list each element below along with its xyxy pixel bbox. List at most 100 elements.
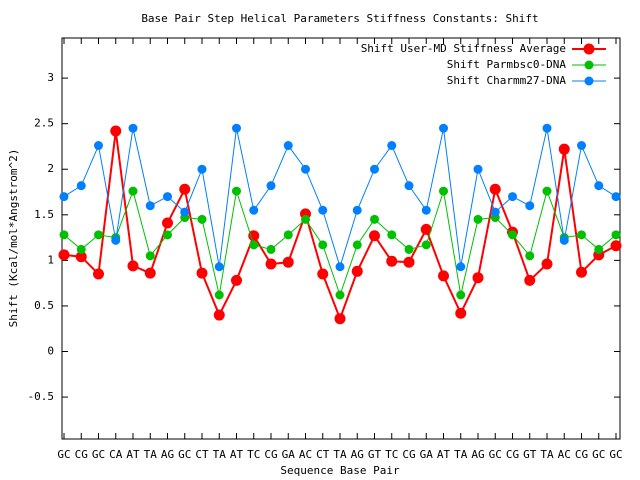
data-point [610,240,622,252]
x-tick-label: AT [126,448,140,461]
data-point [248,230,260,242]
data-point [144,267,156,279]
data-point [94,141,103,151]
data-point [76,181,86,191]
y-tick-label: -0.5 [28,390,55,403]
data-point [145,201,155,211]
data-point [489,183,501,195]
data-point [249,205,259,215]
data-point [404,244,414,254]
data-point [232,123,241,133]
x-tick-label: AC [299,448,312,461]
x-tick-label: GT [523,448,537,461]
y-tick-label: 1 [47,253,54,266]
x-tick-label: CG [75,448,88,461]
x-tick-label: CG [264,448,277,461]
data-point [351,265,363,277]
data-point [162,217,173,229]
x-tick-label: TC [247,448,260,461]
x-tick-label: AG [471,448,484,461]
data-point [577,141,586,151]
data-point [387,141,397,151]
data-point [196,267,208,279]
data-point [472,272,484,284]
x-tick-label: GC [92,448,105,461]
chart-title: Base Pair Step Helical Parameters Stiffn… [141,12,538,25]
data-point [403,256,415,268]
data-point [594,244,604,254]
data-point [352,240,362,250]
legend-marker [584,60,594,70]
data-point [128,123,138,133]
data-point [163,230,172,240]
data-point [369,230,380,242]
data-point [420,223,432,235]
data-point [249,240,259,250]
data-point [352,205,362,215]
data-point [525,201,535,211]
data-point [577,230,586,240]
x-tick-label: AG [351,448,364,461]
data-point [76,244,86,254]
data-point [455,307,467,319]
data-point [111,235,121,245]
data-point [163,192,172,202]
data-point [542,123,552,133]
y-tick-label: 0.5 [34,299,54,312]
data-point [404,181,414,191]
data-point [214,262,224,272]
data-point [387,230,397,240]
x-tick-label: AC [558,448,571,461]
x-tick-label: CG [575,448,588,461]
x-tick-label: GA [282,448,296,461]
data-point [180,207,190,217]
data-point [127,260,139,272]
data-point [611,230,621,240]
y-tick-label: 3 [47,71,54,84]
data-point [197,214,207,224]
data-point [558,143,570,155]
data-point [94,230,103,240]
data-point [335,290,345,300]
data-point [490,207,500,217]
data-point [283,230,293,240]
x-tick-label: GC [592,448,605,461]
x-tick-label: GC [489,448,502,461]
data-point [265,258,277,270]
data-point [282,256,294,268]
series-line [63,128,617,269]
data-point [456,262,466,272]
x-axis-label: Sequence Base Pair [280,464,400,477]
data-point [439,186,448,196]
x-tick-label: CT [316,448,330,461]
data-point [213,309,225,321]
data-point [283,141,293,151]
data-point [318,205,328,215]
data-point [318,240,328,250]
x-tick-label: CT [195,448,209,461]
data-point [508,230,517,240]
data-point [542,186,552,196]
y-axis-label: Shift (Kcal/mol*Angstrom^2) [7,149,20,328]
x-tick-label: TC [385,448,398,461]
data-point [231,274,242,286]
data-point [541,258,553,270]
x-tick-label: GC [609,448,622,461]
x-tick-label: TA [454,448,468,461]
data-point [525,251,535,261]
x-tick-label: GC [178,448,191,461]
legend-label: Shift Parmbsc0-DNA [447,58,567,71]
x-tick-label: CG [402,448,415,461]
data-point [266,181,276,191]
x-tick-label: AG [161,448,174,461]
data-point [301,164,310,174]
x-tick-label: GA [420,448,434,461]
y-tick-label: 2.5 [34,117,54,130]
x-tick-label: TA [540,448,554,461]
data-point [301,214,310,224]
data-point [317,268,329,280]
data-point [421,205,431,215]
data-point [232,186,241,196]
data-point [421,240,431,250]
x-tick-label: GC [57,448,70,461]
